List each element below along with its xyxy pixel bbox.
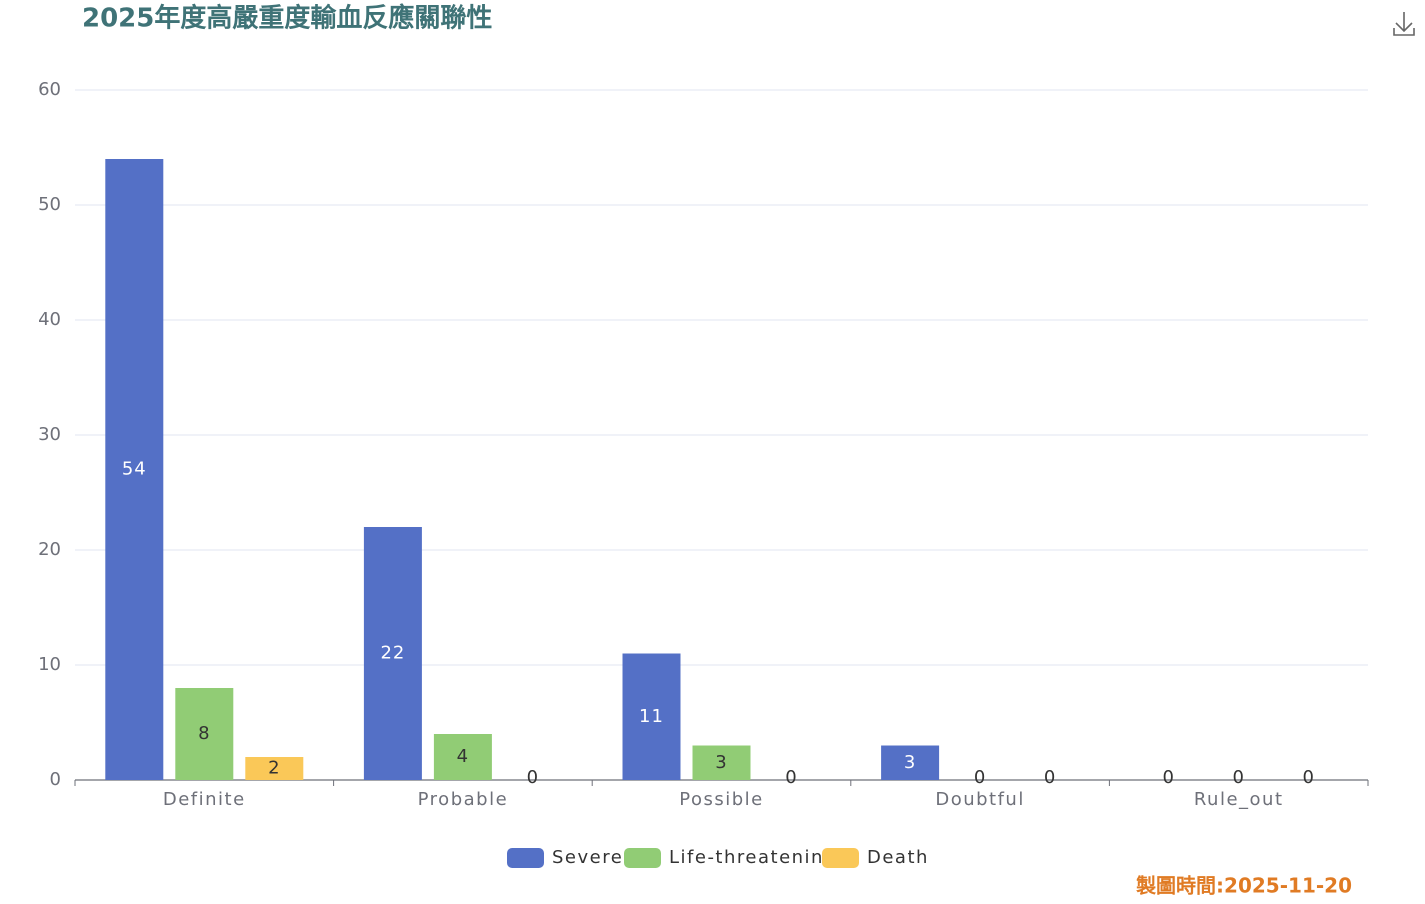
bar (105, 159, 164, 780)
x-tick-label: Possible (679, 789, 763, 810)
y-tick-label: 40 (38, 309, 61, 330)
bar (363, 527, 422, 780)
download-glyph[interactable] (1393, 12, 1415, 36)
data-label: 3 (715, 752, 727, 773)
legend-swatch (507, 848, 544, 868)
data-label: 4 (457, 746, 469, 767)
bar (245, 757, 304, 780)
legend-swatch (822, 848, 859, 868)
bar (881, 745, 940, 780)
legend-swatch (624, 848, 661, 868)
y-tick-label: 0 (50, 769, 61, 790)
data-label: 0 (1232, 767, 1244, 788)
data-label: 0 (1044, 767, 1056, 788)
bar (175, 688, 234, 780)
bar (433, 734, 492, 780)
footnote: 製圖時間:2025-11-20 (1136, 874, 1352, 898)
data-label: 2 (268, 758, 280, 779)
x-tick-label: Rule_out (1194, 789, 1284, 810)
legend-label: Life-threatening (669, 847, 837, 868)
bar (622, 653, 681, 780)
data-label: 8 (198, 723, 210, 744)
download-icon[interactable] (1393, 12, 1415, 36)
data-label: 3 (904, 752, 916, 773)
data-label: 0 (974, 767, 986, 788)
y-tick-label: 10 (38, 654, 61, 675)
data-label: 0 (785, 767, 797, 788)
legend-label: Severe (552, 847, 623, 868)
data-label: 0 (527, 767, 539, 788)
data-label: 0 (1302, 767, 1314, 788)
legend-label: Death (867, 847, 929, 868)
chart-title: 2025年度高嚴重度輸血反應關聯性 (82, 3, 492, 34)
x-tick-label: Definite (163, 789, 246, 810)
data-label: 22 (380, 643, 405, 664)
y-tick-label: 50 (38, 194, 61, 215)
y-tick-label: 60 (38, 79, 61, 100)
y-tick-label: 20 (38, 539, 61, 560)
x-tick-label: Doubtful (935, 789, 1025, 810)
bar (692, 745, 751, 780)
y-tick-label: 30 (38, 424, 61, 445)
data-label: 0 (1162, 767, 1174, 788)
data-label: 11 (639, 706, 664, 727)
x-tick-label: Probable (418, 789, 509, 810)
data-label: 54 (122, 459, 147, 480)
